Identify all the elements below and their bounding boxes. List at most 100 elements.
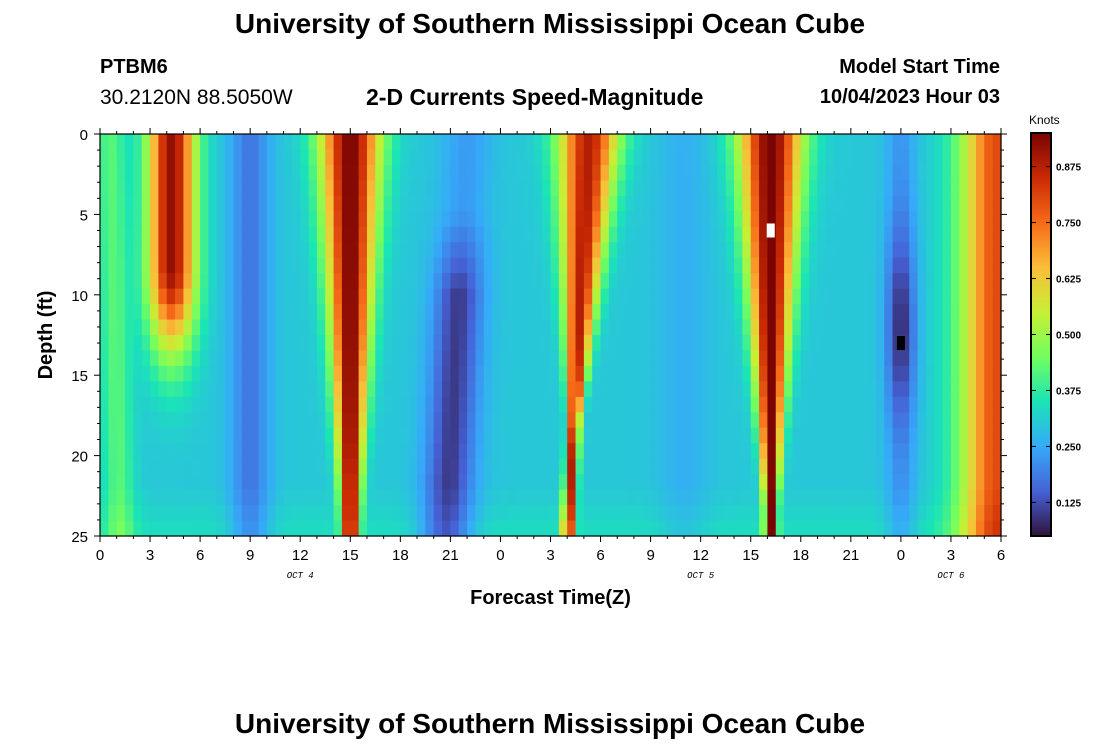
- heatmap-cell: [909, 149, 919, 166]
- heatmap-cell: [500, 319, 510, 336]
- heatmap-cell: [975, 304, 985, 321]
- heatmap-cell: [433, 427, 443, 444]
- heatmap-cell: [608, 273, 618, 290]
- heatmap-cell: [141, 211, 151, 228]
- heatmap-cell: [792, 242, 802, 259]
- heatmap-cell: [642, 458, 652, 475]
- heatmap-cell: [475, 273, 485, 290]
- heatmap-cell: [291, 319, 301, 336]
- heatmap-cell: [408, 381, 418, 398]
- heatmap-cell: [617, 211, 627, 228]
- heatmap-cell: [308, 381, 318, 398]
- heatmap-cell: [633, 335, 643, 352]
- heatmap-cell: [450, 164, 460, 181]
- heatmap-cell: [842, 180, 852, 197]
- heatmap-cell: [767, 335, 777, 352]
- heatmap-cell: [175, 335, 185, 352]
- heatmap-cell: [884, 489, 894, 506]
- heatmap-cell: [108, 273, 118, 290]
- heatmap-cell: [350, 335, 360, 352]
- heatmap-cell: [784, 365, 794, 382]
- heatmap-cell: [625, 304, 635, 321]
- heatmap-cell: [400, 242, 410, 259]
- heatmap-cell: [625, 195, 635, 212]
- heatmap-cell: [784, 319, 794, 336]
- heatmap-cell: [842, 427, 852, 444]
- heatmap-cell: [383, 427, 393, 444]
- heatmap-cell: [967, 180, 977, 197]
- heatmap-cell: [100, 412, 109, 429]
- heatmap-cell: [942, 149, 952, 166]
- heatmap-cell: [500, 489, 510, 506]
- heatmap-cell: [825, 396, 835, 413]
- heatmap-cell: [875, 211, 885, 228]
- heatmap-cell: [366, 458, 376, 475]
- heatmap-cell: [675, 396, 685, 413]
- heatmap-cell: [884, 381, 894, 398]
- heatmap-cell: [658, 335, 668, 352]
- heatmap-cell: [967, 242, 977, 259]
- x-tick-label: 21: [842, 547, 859, 564]
- heatmap-cell: [108, 381, 118, 398]
- heatmap-cell: [792, 443, 802, 460]
- heatmap-cell: [842, 257, 852, 274]
- heatmap-cell: [675, 335, 685, 352]
- heatmap-cell: [283, 319, 293, 336]
- heatmap-cell: [959, 304, 969, 321]
- heatmap-cell: [108, 474, 118, 491]
- heatmap-cell: [567, 257, 577, 274]
- heatmap-cell: [492, 304, 502, 321]
- heatmap-cell: [408, 520, 418, 537]
- heatmap-cell: [759, 195, 768, 212]
- heatmap-cell: [383, 474, 393, 491]
- heatmap-cell: [850, 288, 860, 305]
- heatmap-cell: [583, 195, 593, 212]
- heatmap-cell: [633, 134, 643, 151]
- heatmap-cell: [542, 412, 552, 429]
- heatmap-cell: [383, 381, 393, 398]
- heatmap-cell: [350, 226, 360, 243]
- heatmap-cell: [191, 242, 201, 259]
- heatmap-cell: [533, 319, 543, 336]
- heatmap-cell: [750, 350, 760, 367]
- heatmap-cell: [150, 257, 159, 274]
- heatmap-cell: [375, 335, 385, 352]
- heatmap-cell: [458, 149, 468, 166]
- heatmap-cell: [425, 474, 435, 491]
- heatmap-cell: [909, 505, 919, 522]
- heatmap-cell: [467, 226, 477, 243]
- heatmap-cell: [825, 195, 835, 212]
- heatmap-cell: [241, 427, 251, 444]
- heatmap-cell: [125, 412, 134, 429]
- heatmap-cell: [533, 257, 543, 274]
- heatmap-cell: [100, 304, 109, 321]
- heatmap-cell: [425, 164, 435, 181]
- heatmap-cell: [600, 381, 610, 398]
- heatmap-cell: [750, 427, 760, 444]
- heatmap-cell: [116, 134, 126, 151]
- heatmap-cell: [383, 288, 393, 305]
- heatmap-cell: [492, 257, 502, 274]
- heatmap-cell: [617, 164, 627, 181]
- heatmap-cell: [809, 195, 819, 212]
- heatmap-cell: [792, 489, 802, 506]
- heatmap-cell: [133, 257, 143, 274]
- heatmap-cell: [734, 505, 743, 522]
- heatmap-cell: [775, 474, 785, 491]
- heatmap-cell: [925, 365, 935, 382]
- heatmap-cell: [917, 134, 927, 151]
- heatmap-cell: [917, 381, 927, 398]
- heatmap-cell: [216, 520, 226, 537]
- heatmap-cell: [358, 350, 368, 367]
- heatmap-cell: [150, 443, 159, 460]
- heatmap-cell: [391, 458, 401, 475]
- heatmap-cell: [859, 288, 869, 305]
- heatmap-cell: [592, 288, 602, 305]
- heatmap-cell: [125, 242, 134, 259]
- heatmap-cell: [625, 164, 635, 181]
- heatmap-cell: [116, 474, 126, 491]
- heatmap-cell: [183, 164, 193, 181]
- heatmap-cell: [517, 520, 527, 537]
- heatmap-cell: [150, 134, 159, 151]
- heatmap-cell: [675, 412, 685, 429]
